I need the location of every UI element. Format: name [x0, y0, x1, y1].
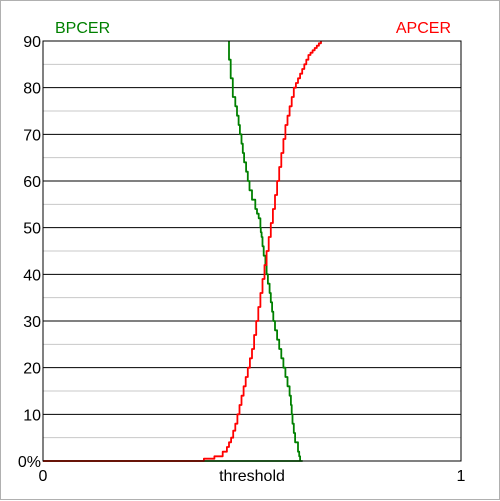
- major-grid: [43, 87, 461, 415]
- x-tick-label: 0: [39, 468, 48, 485]
- series-layer: [43, 41, 322, 462]
- legend-apcer: APCER: [396, 20, 451, 37]
- plot-border: [42, 40, 462, 462]
- y-axis-labels: 0% 10 20 30 40 50 60 70 80 90: [18, 34, 41, 471]
- y-tick-label: 10: [23, 407, 41, 424]
- series-line-apcer: [43, 41, 322, 462]
- minor-grid: [43, 63, 461, 439]
- y-tick-label: 80: [23, 81, 41, 98]
- y-tick-label: 70: [23, 127, 41, 144]
- y-tick-label: 90: [23, 34, 41, 51]
- y-tick-label: 30: [23, 314, 41, 331]
- y-tick-label: 0%: [18, 454, 41, 471]
- y-tick-label: 40: [23, 267, 41, 284]
- y-tick-label: 60: [23, 174, 41, 191]
- y-tick-label: 20: [23, 361, 41, 378]
- y-tick-label: 50: [23, 221, 41, 238]
- legend-bpcer: BPCER: [55, 20, 110, 37]
- x-axis-title: threshold: [219, 468, 285, 485]
- x-tick-label: 1: [457, 468, 466, 485]
